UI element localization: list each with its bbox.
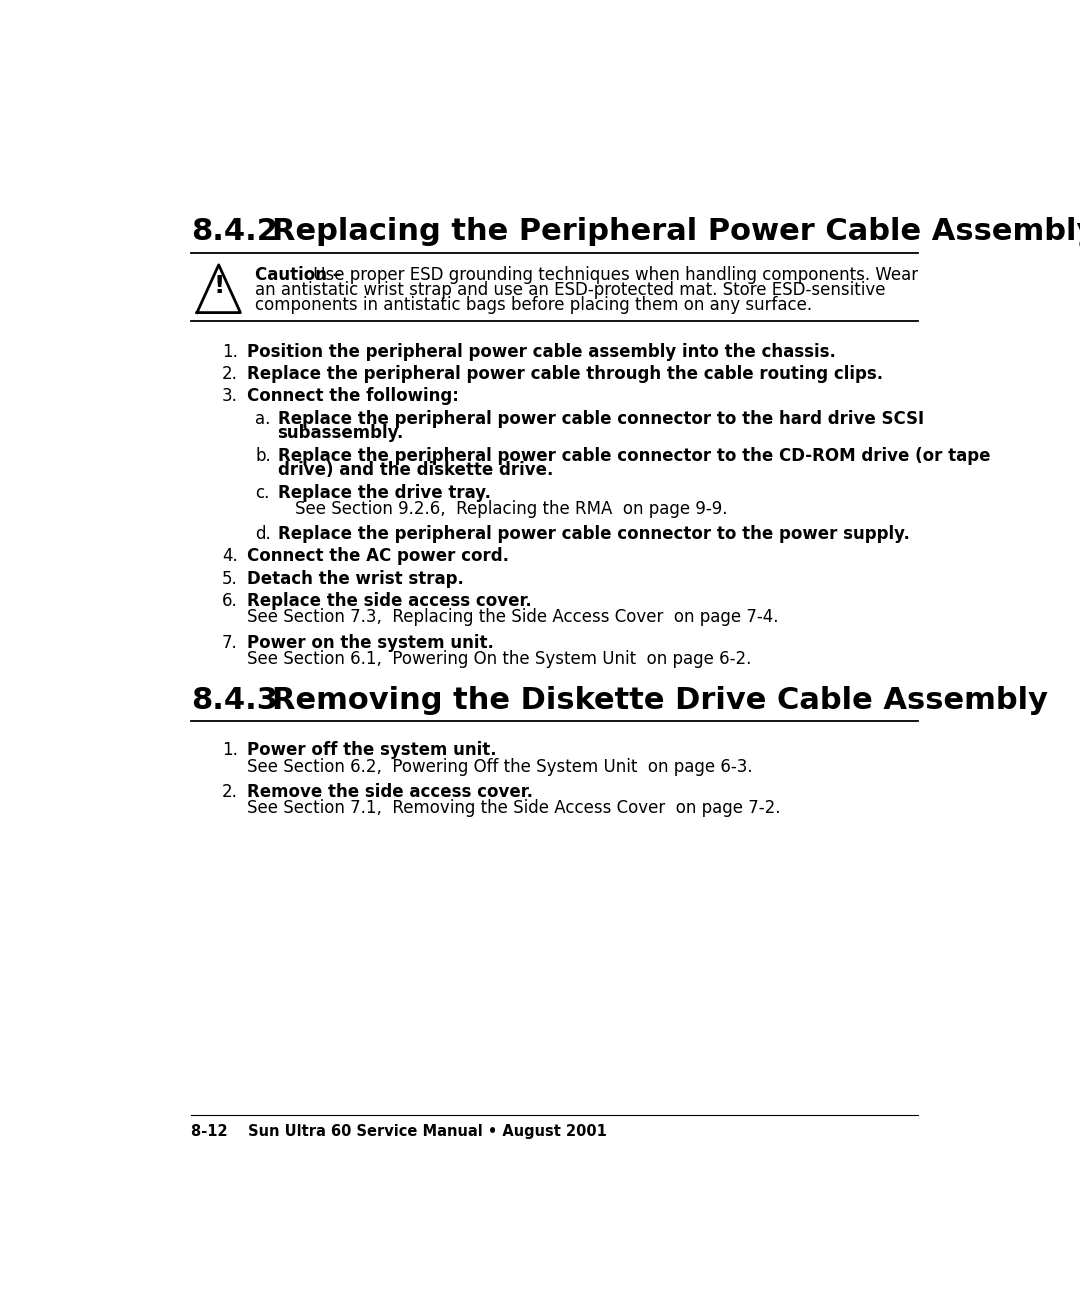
Text: a.: a. (255, 410, 270, 428)
Text: 1.: 1. (221, 741, 238, 759)
Text: 2.: 2. (221, 365, 238, 382)
Text: !: ! (213, 275, 225, 298)
Text: Connect the following:: Connect the following: (247, 388, 459, 406)
Text: subassembly.: subassembly. (278, 424, 404, 442)
Text: 5.: 5. (221, 570, 238, 588)
Text: Replace the peripheral power cable connector to the power supply.: Replace the peripheral power cable conne… (278, 525, 909, 543)
Text: Connect the AC power cord.: Connect the AC power cord. (247, 547, 510, 565)
Text: components in antistatic bags before placing them on any surface.: components in antistatic bags before pla… (255, 297, 812, 315)
Text: d.: d. (255, 525, 271, 543)
Text: See Section 6.2,  Powering Off the System Unit  on page 6-3.: See Section 6.2, Powering Off the System… (247, 758, 753, 776)
Text: Remove the side access cover.: Remove the side access cover. (247, 783, 534, 801)
Text: Removing the Diskette Drive Cable Assembly: Removing the Diskette Drive Cable Assemb… (272, 686, 1049, 715)
Text: 4.: 4. (221, 547, 238, 565)
Text: Use proper ESD grounding techniques when handling components. Wear: Use proper ESD grounding techniques when… (308, 266, 918, 284)
Text: c.: c. (255, 483, 270, 502)
Text: See Section 9.2.6,  Replacing the RMA  on page 9-9.: See Section 9.2.6, Replacing the RMA on … (295, 500, 727, 517)
Text: 2.: 2. (221, 783, 238, 801)
Text: See Section 7.1,  Removing the Side Access Cover  on page 7-2.: See Section 7.1, Removing the Side Acces… (247, 800, 781, 818)
Text: 3.: 3. (221, 388, 238, 406)
Text: Replace the peripheral power cable connector to the hard drive SCSI: Replace the peripheral power cable conne… (278, 410, 923, 428)
Text: Power on the system unit.: Power on the system unit. (247, 634, 495, 652)
Text: Detach the wrist strap.: Detach the wrist strap. (247, 570, 464, 588)
Text: drive) and the diskette drive.: drive) and the diskette drive. (278, 461, 553, 480)
Text: 8.4.2: 8.4.2 (191, 218, 278, 246)
Text: 8.4.3: 8.4.3 (191, 686, 278, 715)
Text: Position the peripheral power cable assembly into the chassis.: Position the peripheral power cable asse… (247, 342, 836, 360)
Text: an antistatic wrist strap and use an ESD-protected mat. Store ESD-sensitive: an antistatic wrist strap and use an ESD… (255, 281, 886, 299)
Text: 6.: 6. (221, 592, 238, 610)
Text: Power off the system unit.: Power off the system unit. (247, 741, 497, 759)
Text: 7.: 7. (221, 634, 238, 652)
Text: Replace the drive tray.: Replace the drive tray. (278, 483, 490, 502)
Text: Caution –: Caution – (255, 266, 341, 284)
Text: b.: b. (255, 447, 271, 464)
Text: See Section 6.1,  Powering On the System Unit  on page 6-2.: See Section 6.1, Powering On the System … (247, 649, 752, 667)
Text: Replacing the Peripheral Power Cable Assembly: Replacing the Peripheral Power Cable Ass… (272, 218, 1080, 246)
Text: Replace the side access cover.: Replace the side access cover. (247, 592, 532, 610)
Text: Replace the peripheral power cable connector to the CD-ROM drive (or tape: Replace the peripheral power cable conne… (278, 447, 990, 464)
Text: 8-12    Sun Ultra 60 Service Manual • August 2001: 8-12 Sun Ultra 60 Service Manual • Augus… (191, 1124, 607, 1139)
Text: Replace the peripheral power cable through the cable routing clips.: Replace the peripheral power cable throu… (247, 365, 883, 382)
Text: See Section 7.3,  Replacing the Side Access Cover  on page 7-4.: See Section 7.3, Replacing the Side Acce… (247, 608, 779, 626)
Text: 1.: 1. (221, 342, 238, 360)
